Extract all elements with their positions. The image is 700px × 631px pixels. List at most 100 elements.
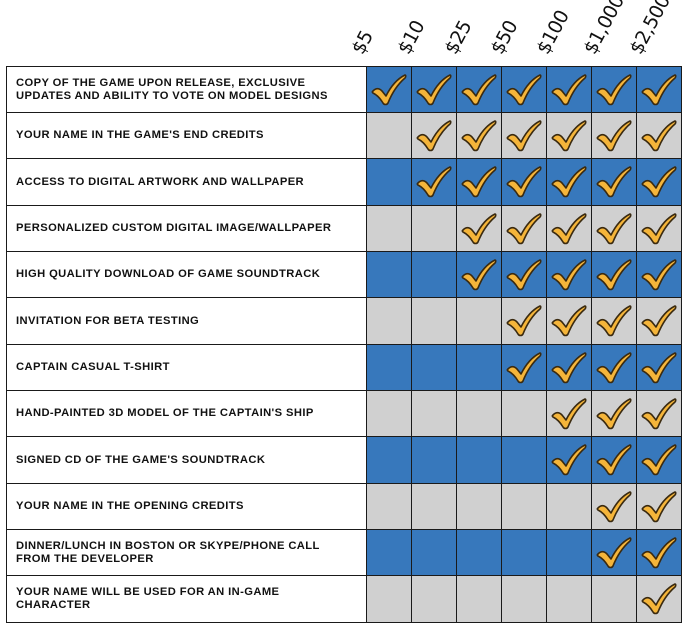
tier-cell [546,483,592,530]
tier-cell [366,390,412,437]
reward-label-line: ACCESS TO DIGITAL ARTWORK AND WALLPAPER [16,175,305,188]
tier-cell [501,66,547,113]
tier-cell [411,436,457,484]
reward-label: ACCESS TO DIGITAL ARTWORK AND WALLPAPER [6,158,367,206]
checkmark-icon [551,351,587,383]
tier-cell [456,575,502,623]
tier-cell [636,158,682,206]
reward-label-line: INVITATION FOR BETA TESTING [16,314,200,327]
checkmark-icon [596,212,632,244]
reward-label: DINNER/LUNCH IN BOSTON OR SKYPE/PHONE CA… [6,529,367,576]
tier-cell [501,529,547,576]
reward-label: PERSONALIZED CUSTOM DIGITAL IMAGE/WALLPA… [6,205,367,252]
tier-cell [591,297,637,345]
reward-label: YOUR NAME IN THE OPENING CREDITS [6,483,367,530]
tier-cell [591,251,637,298]
checkmark-icon [641,119,677,151]
reward-label: CAPTAIN CASUAL T-SHIRT [6,344,367,391]
reward-label: COPY OF THE GAME UPON RELEASE, EXCLUSIVE… [6,66,367,113]
reward-label-line: DINNER/LUNCH IN BOSTON OR SKYPE/PHONE CA… [16,539,320,552]
tier-cell [636,112,682,159]
tier-cell [411,251,457,298]
tier-cell [591,483,637,530]
reward-tiers-table: COPY OF THE GAME UPON RELEASE, EXCLUSIVE… [6,66,682,623]
checkmark-icon [551,119,587,151]
tier-cell [501,575,547,623]
checkmark-icon [641,536,677,568]
tier-cell [591,66,637,113]
checkmark-icon [551,166,587,198]
tier-cell [456,66,502,113]
tier-cell [591,436,637,484]
tier-cell [411,483,457,530]
checkmark-icon [416,73,452,105]
tier-cell [411,344,457,391]
checkmark-icon [596,119,632,151]
tier-cell [501,112,547,159]
checkmark-icon [641,397,677,429]
reward-label: HIGH QUALITY DOWNLOAD OF GAME SOUNDTRACK [6,251,367,298]
checkmark-icon [641,351,677,383]
tier-cell [456,158,502,206]
reward-row: YOUR NAME IN THE OPENING CREDITS [6,483,682,530]
checkmark-icon [551,212,587,244]
checkmark-icon [641,166,677,198]
checkmark-icon [596,351,632,383]
tier-cell [546,205,592,252]
reward-row: INVITATION FOR BETA TESTING [6,297,682,345]
tier-cell [546,436,592,484]
tier-cell [546,158,592,206]
checkmark-icon [641,258,677,290]
tier-cell [501,251,547,298]
tier-cell [456,251,502,298]
checkmark-icon [596,73,632,105]
tier-cell [636,390,682,437]
tier-cell [546,297,592,345]
tier-cell [501,390,547,437]
tier-cell [636,344,682,391]
tier-cell [456,297,502,345]
reward-label-line: SIGNED CD OF THE GAME'S SOUNDTRACK [16,453,266,466]
reward-row: SIGNED CD OF THE GAME'S SOUNDTRACK [6,436,682,484]
reward-label-line: COPY OF THE GAME UPON RELEASE, EXCLUSIVE [16,76,306,89]
tier-cell [591,344,637,391]
tier-cell [501,297,547,345]
reward-label-line: HAND-PAINTED 3D MODEL OF THE CAPTAIN'S S… [16,407,314,419]
reward-row: HAND-PAINTED 3D MODEL OF THE CAPTAIN'S S… [6,390,682,437]
checkmark-icon [596,258,632,290]
checkmark-icon [461,119,497,151]
tier-cell [456,112,502,159]
reward-label-line: YOUR NAME WILL BE USED FOR AN IN-GAME [16,586,280,598]
reward-label-line: YOUR NAME IN THE GAME'S END CREDITS [16,129,264,141]
tier-cell [501,436,547,484]
reward-row: YOUR NAME IN THE GAME'S END CREDITS [6,112,682,159]
tier-cell [591,575,637,623]
tier-cell [546,390,592,437]
checkmark-icon [551,305,587,337]
checkmark-icon [371,73,407,105]
tier-cell [411,205,457,252]
checkmark-icon [641,490,677,522]
tier-cell [366,251,412,298]
tier-cell [591,112,637,159]
tier-cell [636,483,682,530]
tier-cell [456,205,502,252]
tier-cell [366,158,412,206]
checkmark-icon [506,305,542,337]
checkmark-icon [416,166,452,198]
tier-cell [366,344,412,391]
reward-label: INVITATION FOR BETA TESTING [6,297,367,345]
checkmark-icon [506,166,542,198]
checkmark-icon [551,258,587,290]
reward-label-line: HIGH QUALITY DOWNLOAD OF GAME SOUNDTRACK [16,268,321,280]
tier-cell [366,529,412,576]
checkmark-icon [461,166,497,198]
tier-cell [546,112,592,159]
reward-label-line: PERSONALIZED CUSTOM DIGITAL IMAGE/WALLPA… [16,222,332,234]
checkmark-icon [641,212,677,244]
tier-cell [411,158,457,206]
checkmark-icon [641,444,677,476]
tier-cell [456,344,502,391]
checkmark-icon [551,397,587,429]
reward-label: SIGNED CD OF THE GAME'S SOUNDTRACK [6,436,367,484]
